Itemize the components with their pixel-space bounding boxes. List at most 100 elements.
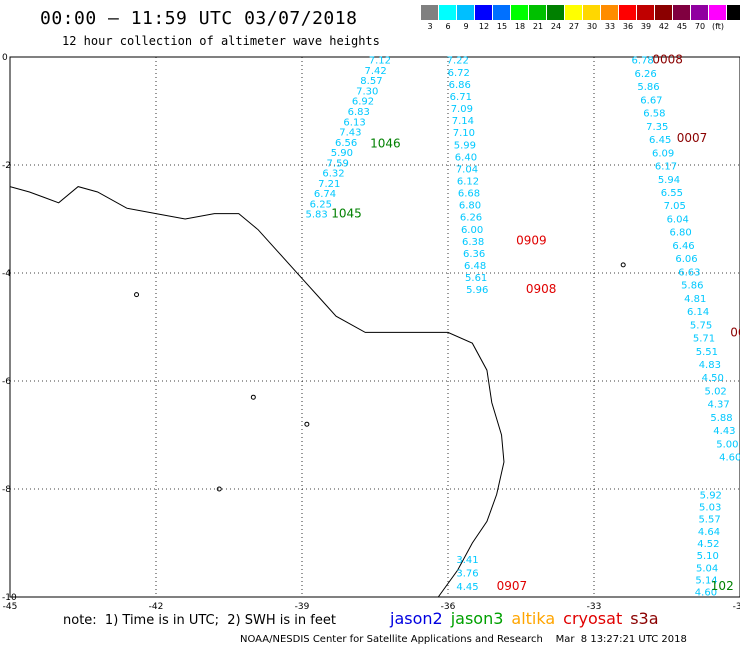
- legend-swatch: [691, 5, 709, 20]
- wave-height-value: 3.76: [456, 569, 478, 580]
- wave-height-value: 5.86: [637, 82, 659, 93]
- wave-height-value: 5.10: [697, 551, 719, 562]
- wave-height-value: 5.00: [716, 439, 738, 450]
- satellite-legend: jason2 jason3 altika cryosat s3a: [390, 609, 667, 628]
- wave-height-value: 6.56: [335, 138, 357, 149]
- wave-height-value: 6.06: [675, 254, 697, 265]
- footnote: note: 1) Time is in UTC; 2) SWH is in fe…: [63, 613, 336, 628]
- wave-height-value: 4.60: [695, 588, 717, 599]
- lat-tick-label: -6: [2, 377, 11, 387]
- legend-label: 39: [640, 22, 652, 31]
- wave-height-value: 4.45: [456, 582, 478, 593]
- wave-height-value: 6.92: [352, 97, 374, 108]
- wave-height-value: 6.71: [450, 92, 472, 103]
- page-title: 00:00 – 11:59 UTC 03/07/2018: [40, 8, 358, 29]
- legend-swatch: [547, 5, 565, 20]
- time-label: 0008: [652, 53, 683, 67]
- wave-height-value: 6.78: [632, 56, 654, 67]
- wave-height-value: 6.25: [310, 199, 332, 210]
- legend-swatches: [421, 5, 740, 20]
- lat-tick-label: -4: [2, 269, 11, 279]
- legend-label: 9: [463, 22, 469, 31]
- legend-swatch: [673, 5, 691, 20]
- wave-height-value: 7.22: [447, 56, 469, 67]
- legend-swatch: [583, 5, 601, 20]
- time-label: 1045: [331, 207, 362, 221]
- wave-height-value: 6.32: [322, 169, 344, 180]
- wave-height-value: 7.04: [456, 164, 478, 175]
- wave-height-value: 4.43: [713, 426, 735, 437]
- wave-height-value: 6.26: [634, 69, 656, 80]
- wave-height-value: 7.21: [318, 179, 340, 190]
- legend-labels: 3 6 9 12 15 18 21 24 27 30 33 36 39 42 45 70 (ft): [421, 22, 740, 31]
- lon-tick-label: -42: [149, 602, 164, 612]
- wave-height-value: 7.09: [451, 104, 473, 115]
- legend-label: 24: [550, 22, 562, 31]
- legend-label: 6: [445, 22, 451, 31]
- legend-swatch: [511, 5, 529, 20]
- wave-height-value: 7.12: [369, 56, 391, 67]
- wave-height-value: 6.09: [652, 148, 674, 159]
- wave-height-value: 6.36: [463, 249, 485, 260]
- wave-height-value: 7.30: [356, 86, 378, 97]
- wave-height-value: 5.90: [331, 148, 353, 159]
- legend-swatch: [439, 5, 457, 20]
- legend-swatch: [529, 5, 547, 20]
- wave-height-value: 7.35: [646, 122, 668, 133]
- satellite-altika: altika: [511, 609, 556, 628]
- lon-tick-label: -36: [441, 602, 456, 612]
- satellite-jason2: jason2: [390, 609, 443, 628]
- wave-height-value: 6.58: [643, 109, 665, 120]
- wave-height-value: 5.03: [699, 503, 721, 514]
- wave-height-value: 6.38: [462, 237, 484, 248]
- wave-height-value: 4.37: [707, 400, 729, 411]
- wave-height-value: 6.80: [669, 228, 691, 239]
- time-label: 00: [730, 325, 740, 339]
- island: [134, 292, 140, 298]
- wave-height-value: 5.71: [693, 334, 715, 345]
- wave-height-value: 6.67: [640, 95, 662, 106]
- wave-height-value: 5.04: [696, 563, 718, 574]
- lon-tick-label: -39: [295, 602, 310, 612]
- wave-height-value: 6.72: [448, 68, 470, 79]
- wave-height-value: 7.10: [453, 128, 475, 139]
- satellite-jason3: jason3: [450, 609, 504, 628]
- wave-height-value: 6.74: [314, 189, 336, 200]
- wave-height-value: 5.92: [700, 490, 722, 501]
- legend-label: 45: [676, 22, 688, 31]
- wave-height-value: 4.81: [684, 294, 706, 305]
- wave-height-value: 5.96: [466, 285, 488, 296]
- legend-swatch: [619, 5, 637, 20]
- wave-height-value: 6.40: [455, 152, 477, 163]
- legend-label: 27: [568, 22, 580, 31]
- wave-height-value: 6.04: [667, 214, 689, 225]
- wave-height-value: 6.83: [348, 107, 370, 118]
- wave-height-value: 7.14: [452, 116, 474, 127]
- satellite-s3a: s3a: [630, 609, 659, 628]
- legend-label: 42: [658, 22, 670, 31]
- wave-height-value: 6.14: [687, 307, 709, 318]
- lat-tick-label: -2: [2, 161, 11, 171]
- lat-tick-label: 0: [2, 53, 8, 63]
- lat-tick-label: -10: [2, 593, 17, 603]
- legend-label: 36: [622, 22, 634, 31]
- wave-height-value: 6.55: [661, 188, 683, 199]
- time-label: 0909: [516, 234, 547, 248]
- wave-height-value: 5.86: [681, 281, 703, 292]
- legend-swatch: [421, 5, 439, 20]
- coastline: [9, 186, 505, 598]
- legend-label: 70: [694, 22, 706, 31]
- legend-swatch: [637, 5, 655, 20]
- satellite-cryosat: cryosat: [563, 609, 623, 628]
- wave-height-value: 6.68: [458, 189, 480, 200]
- lon-tick-label: -33: [587, 602, 602, 612]
- wave-height-value: 6.80: [459, 201, 481, 212]
- legend-label: 15: [496, 22, 508, 31]
- wave-height-value: 6.17: [655, 162, 677, 173]
- wave-height-value: 5.99: [454, 140, 476, 151]
- time-label: 1046: [370, 136, 401, 150]
- wave-height-value: 6.12: [457, 176, 479, 187]
- wave-height-value: 8.57: [360, 76, 382, 87]
- wave-height-value: 7.59: [327, 158, 349, 169]
